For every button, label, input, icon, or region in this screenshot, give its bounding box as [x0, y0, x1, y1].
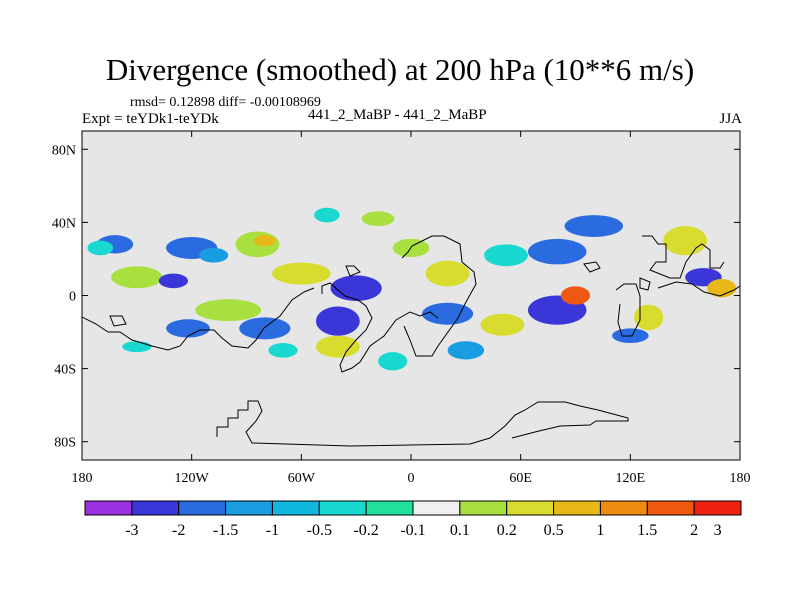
colorbar-swatch [318, 500, 367, 516]
x-tick-label: 120W [175, 471, 210, 486]
y-tick-label: 40S [54, 363, 76, 378]
contour-patch [268, 343, 298, 358]
contour-patch [253, 235, 276, 247]
plot-area [82, 131, 740, 460]
contour-patch [315, 306, 360, 336]
contour-patch [527, 238, 587, 265]
colorbar-label: 0.2 [497, 522, 517, 539]
y-axis: 80N 40N 0 40S 80S [52, 143, 740, 451]
colorbar-label: 0.1 [450, 522, 470, 539]
x-tick-label: 180 [730, 471, 751, 486]
colorbar-label: -0.2 [353, 522, 378, 539]
contour-patch [484, 244, 528, 267]
colorbar-swatch [365, 500, 414, 516]
contour-patch [560, 286, 591, 305]
colorbar-swatch [599, 500, 648, 516]
y-tick-label: 40N [52, 216, 76, 231]
contour-fill-layer [87, 207, 737, 371]
colorbar-label: 1 [596, 522, 604, 539]
colorbar-label: -0.1 [400, 522, 425, 539]
colorbar-label: 0.5 [544, 522, 564, 539]
y-tick-label: 80S [54, 436, 76, 451]
colorbar-swatch [412, 500, 461, 516]
colorbar-swatch [84, 500, 133, 516]
contour-patch [158, 273, 189, 289]
contour-patch [421, 302, 474, 325]
season-label: JJA [719, 111, 742, 127]
colorbar-swatch [225, 500, 273, 516]
contour-patch [378, 352, 408, 371]
x-tick-label: 0 [408, 471, 415, 486]
colorbar-swatch [459, 500, 508, 516]
colorbar-label: -1.5 [213, 522, 238, 539]
colorbar-swatch [178, 500, 227, 516]
colorbar-label: -3 [125, 522, 138, 539]
contour-patch [480, 313, 525, 336]
colorbar-swatch [271, 500, 320, 516]
case-label: 441_2_MaBP - 441_2_MaBP [308, 107, 487, 123]
colorbar-swatch [131, 500, 180, 516]
contour-patch [330, 275, 382, 301]
contour-patch [447, 341, 485, 360]
contour-patch [707, 279, 737, 298]
y-tick-label: 0 [69, 290, 76, 305]
y-tick-label: 80N [52, 143, 76, 158]
coastline-africa [401, 235, 477, 357]
colorbar-label: 3 [714, 522, 722, 539]
colorbar-label: -2 [172, 522, 185, 539]
contour-patch [87, 240, 114, 256]
contour-patch [361, 211, 395, 227]
coastline-antarctica [216, 400, 629, 447]
colorbar-swatch [506, 500, 555, 516]
contour-patch [314, 207, 340, 223]
coastline-small-2 [109, 315, 127, 327]
coastline-maritime-continent [615, 283, 641, 337]
colorbar-label: 1.5 [637, 522, 657, 539]
colorbar-swatch [553, 500, 601, 516]
contour-patch [111, 266, 163, 289]
contour-patch [198, 247, 229, 263]
x-axis: 180 120W 60W 0 60E 120E 180 [72, 131, 751, 486]
coastline-australia [657, 281, 740, 297]
contour-patch [663, 226, 708, 256]
colorbar-label: -1 [266, 522, 279, 539]
experiment-label: Expt = teYDk1-teYDk [82, 111, 219, 127]
coastline-south-america [321, 282, 439, 373]
colorbar-swatch [646, 500, 695, 516]
contour-patch [272, 262, 331, 285]
x-tick-label: 60E [509, 471, 532, 486]
colorbar-swatch [693, 500, 742, 516]
colorbar: -3 -2 -1.5 -1 -0.5 -0.2 -0.1 0.1 0.2 0.5 1 1.5 2 3 [84, 500, 742, 539]
chart-title: Divergence (smoothed) at 200 hPa (10**6 … [105, 52, 695, 87]
x-tick-label: 180 [72, 471, 93, 486]
x-tick-label: 60W [288, 471, 316, 486]
contour-patch [425, 260, 470, 287]
contour-patch [633, 304, 664, 331]
coastline-north-america [82, 287, 315, 351]
contour-patch [564, 215, 624, 238]
contour-patch [195, 299, 262, 322]
coastline-small-1 [345, 265, 361, 277]
coastline-small-4 [639, 277, 651, 291]
rmsd-diff-stats: rmsd= 0.12898 diff= -0.00108969 [130, 95, 321, 110]
contour-patch [122, 341, 152, 353]
x-tick-label: 120E [616, 471, 646, 486]
contour-patch [166, 319, 210, 338]
contour-patch [239, 317, 291, 340]
coastline-eurasia-islands [642, 235, 725, 279]
colorbar-label: 2 [690, 522, 698, 539]
coastline-small-3 [583, 261, 601, 273]
contour-patch [315, 335, 360, 358]
colorbar-label: -0.5 [307, 522, 332, 539]
coastline-layer [82, 235, 740, 447]
